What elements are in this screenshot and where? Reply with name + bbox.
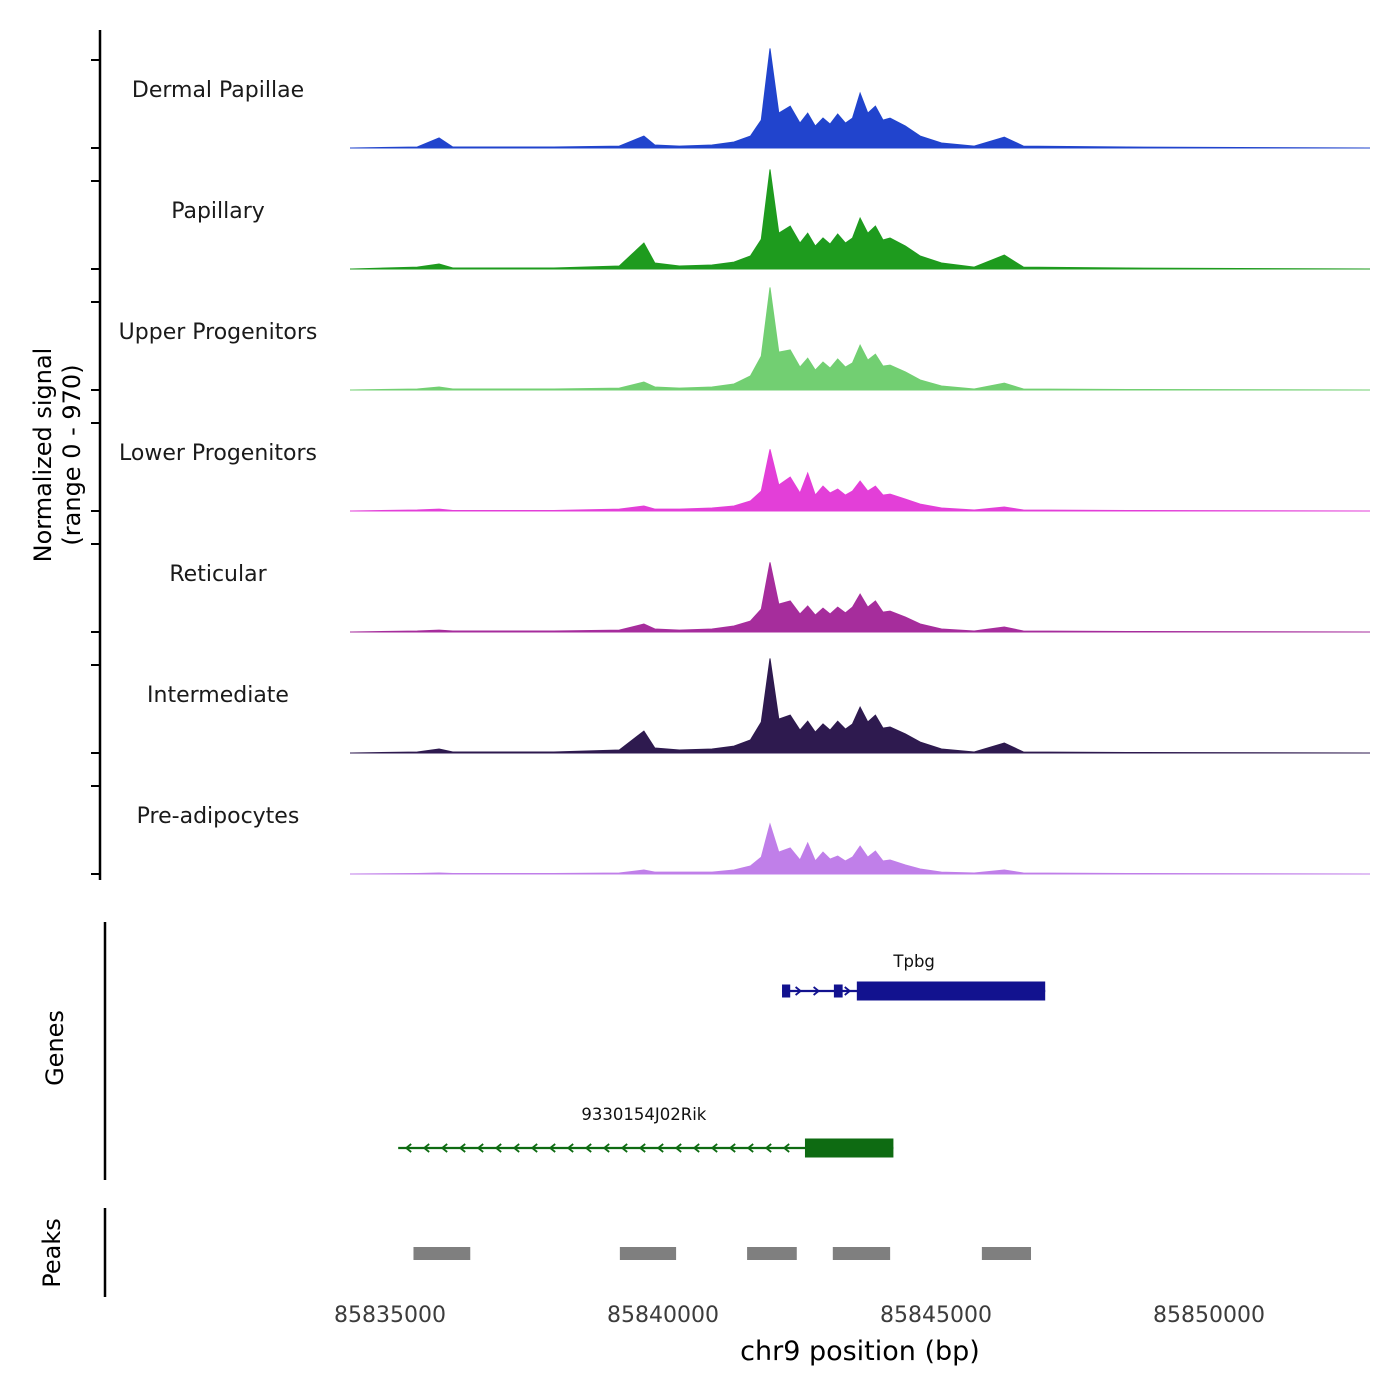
strand-arrow-left-icon bbox=[728, 1143, 736, 1153]
strand-arrow-left-icon bbox=[602, 1143, 610, 1153]
signal-track-lower-progenitors bbox=[350, 449, 1370, 512]
peak-region-2 bbox=[619, 1247, 677, 1260]
strand-arrow-left-icon bbox=[566, 1143, 574, 1153]
signal-axis-label: Normalized signal (range 0 - 970) bbox=[29, 155, 87, 755]
strand-arrow-left-icon bbox=[782, 1143, 790, 1153]
strand-arrow-left-icon bbox=[440, 1143, 448, 1153]
strand-arrow-left-icon bbox=[620, 1143, 628, 1153]
signal-track-papillary bbox=[350, 169, 1370, 270]
strand-arrow-left-icon bbox=[548, 1143, 556, 1153]
strand-arrow-left-icon bbox=[458, 1143, 466, 1153]
track-label-pre-adipocytes: Pre-adipocytes bbox=[136, 804, 300, 829]
strand-arrow-left-icon bbox=[422, 1143, 430, 1153]
track-label-upper-progenitors: Upper Progenitors bbox=[118, 320, 318, 345]
signal-track-pre-adipocytes bbox=[350, 822, 1370, 875]
x-tick-label-85845000: 85845000 bbox=[880, 1303, 992, 1328]
gene-exon-tpbg bbox=[782, 984, 791, 998]
strand-arrow-left-icon bbox=[638, 1143, 646, 1153]
peak-region-3 bbox=[747, 1247, 797, 1260]
strand-arrow-left-icon bbox=[512, 1143, 520, 1153]
track-label-dermal-papillae: Dermal Papillae bbox=[131, 78, 305, 103]
signal-track-intermediate bbox=[350, 658, 1370, 754]
x-axis-title: chr9 position (bp) bbox=[740, 1336, 980, 1367]
signal-axis-label-line2: (range 0 - 970) bbox=[58, 364, 86, 546]
peak-region-1 bbox=[413, 1247, 471, 1260]
signal-track-dermal-papillae bbox=[350, 48, 1370, 149]
strand-arrow-left-icon bbox=[656, 1143, 664, 1153]
gene-exon-tpbg bbox=[833, 984, 843, 998]
strand-arrow-left-icon bbox=[494, 1143, 502, 1153]
gene-exon-9330154j02rik bbox=[804, 1138, 894, 1158]
strand-arrow-left-icon bbox=[692, 1143, 700, 1153]
peak-region-5 bbox=[981, 1247, 1032, 1260]
strand-arrow-left-icon bbox=[674, 1143, 682, 1153]
signal-track-upper-progenitors bbox=[350, 287, 1370, 391]
peaks-section-label: Peaks bbox=[38, 1218, 66, 1288]
strand-arrow-right-icon bbox=[795, 986, 803, 996]
peak-region-4 bbox=[832, 1247, 891, 1260]
strand-arrow-right-icon bbox=[813, 986, 821, 996]
genes-section-label: Genes bbox=[41, 1010, 69, 1086]
strand-arrow-left-icon bbox=[746, 1143, 754, 1153]
gene-exon-tpbg bbox=[856, 981, 1046, 1001]
gene-label-tpbg: Tpbg bbox=[893, 952, 935, 971]
gene-label-9330154j02rik: 9330154J02Rik bbox=[581, 1105, 707, 1124]
strand-arrow-left-icon bbox=[710, 1143, 718, 1153]
strand-arrow-right-icon bbox=[844, 986, 852, 996]
signal-axis-label-line1: Normalized signal bbox=[29, 347, 57, 563]
x-tick-label-85850000: 85850000 bbox=[1153, 1303, 1265, 1328]
signal-track-reticular bbox=[350, 562, 1370, 633]
x-tick-label-85835000: 85835000 bbox=[334, 1303, 446, 1328]
track-label-papillary: Papillary bbox=[171, 199, 265, 224]
strand-arrow-left-icon bbox=[764, 1143, 772, 1153]
strand-arrow-left-icon bbox=[404, 1143, 412, 1153]
track-label-lower-progenitors: Lower Progenitors bbox=[119, 441, 317, 466]
strand-arrow-left-icon bbox=[584, 1143, 592, 1153]
track-label-intermediate: Intermediate bbox=[147, 683, 289, 708]
x-tick-label-85840000: 85840000 bbox=[607, 1303, 719, 1328]
track-label-reticular: Reticular bbox=[169, 562, 267, 587]
strand-arrow-left-icon bbox=[476, 1143, 484, 1153]
strand-arrow-left-icon bbox=[530, 1143, 538, 1153]
